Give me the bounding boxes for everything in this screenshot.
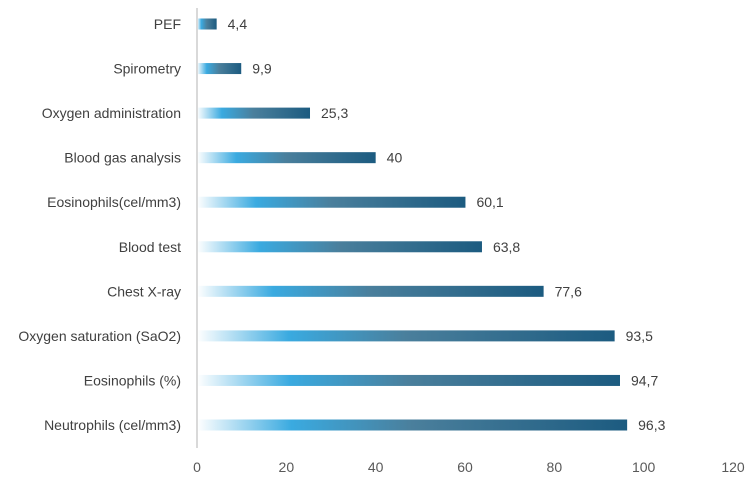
x-tick-label: 80 <box>547 459 563 475</box>
bar <box>197 196 466 208</box>
category-label: Oxygen saturation (SaO2) <box>18 328 181 344</box>
x-tick-label: 120 <box>721 459 745 475</box>
data-label: 25,3 <box>321 105 348 121</box>
data-label: 96,3 <box>638 417 665 433</box>
data-label: 60,1 <box>476 194 503 210</box>
bar <box>197 18 217 30</box>
bar <box>197 152 376 164</box>
bar <box>197 63 242 75</box>
category-label: Eosinophils(cel/mm3) <box>47 194 181 210</box>
x-tick-label: 20 <box>279 459 295 475</box>
data-label: 63,8 <box>493 239 520 255</box>
x-axis-tick-labels: 0 20 40 60 80 100 120 <box>193 459 745 475</box>
category-label: Chest X-ray <box>107 283 181 299</box>
category-label: Neutrophils (cel/mm3) <box>44 417 181 433</box>
category-label: PEF <box>154 16 181 32</box>
category-labels: PEF Spirometry Oxygen administration Blood … <box>18 16 181 433</box>
category-label: Blood test <box>119 239 181 255</box>
category-label: Oxygen administration <box>42 105 181 121</box>
x-tick-label: 60 <box>457 459 473 475</box>
data-label: 40 <box>387 150 403 166</box>
bar <box>197 241 482 253</box>
data-label: 77,6 <box>555 283 582 299</box>
bar <box>197 285 544 297</box>
category-label: Eosinophils (%) <box>84 372 181 388</box>
category-label: Blood gas analysis <box>64 150 181 166</box>
x-tick-label: 0 <box>193 459 201 475</box>
x-tick-label: 40 <box>368 459 384 475</box>
bars-group <box>197 18 628 431</box>
value-labels: 4,4 9,9 25,3 40 60,1 63,8 77,6 93,5 94,7 96,3 <box>228 16 666 433</box>
bar <box>197 107 311 119</box>
bar <box>197 374 620 386</box>
bar <box>197 330 615 342</box>
data-label: 4,4 <box>228 16 248 32</box>
data-label: 93,5 <box>626 328 653 344</box>
bar <box>197 419 628 431</box>
data-label: 9,9 <box>252 61 272 77</box>
data-label: 94,7 <box>631 372 658 388</box>
x-tick-label: 100 <box>632 459 656 475</box>
category-label: Spirometry <box>113 61 181 77</box>
